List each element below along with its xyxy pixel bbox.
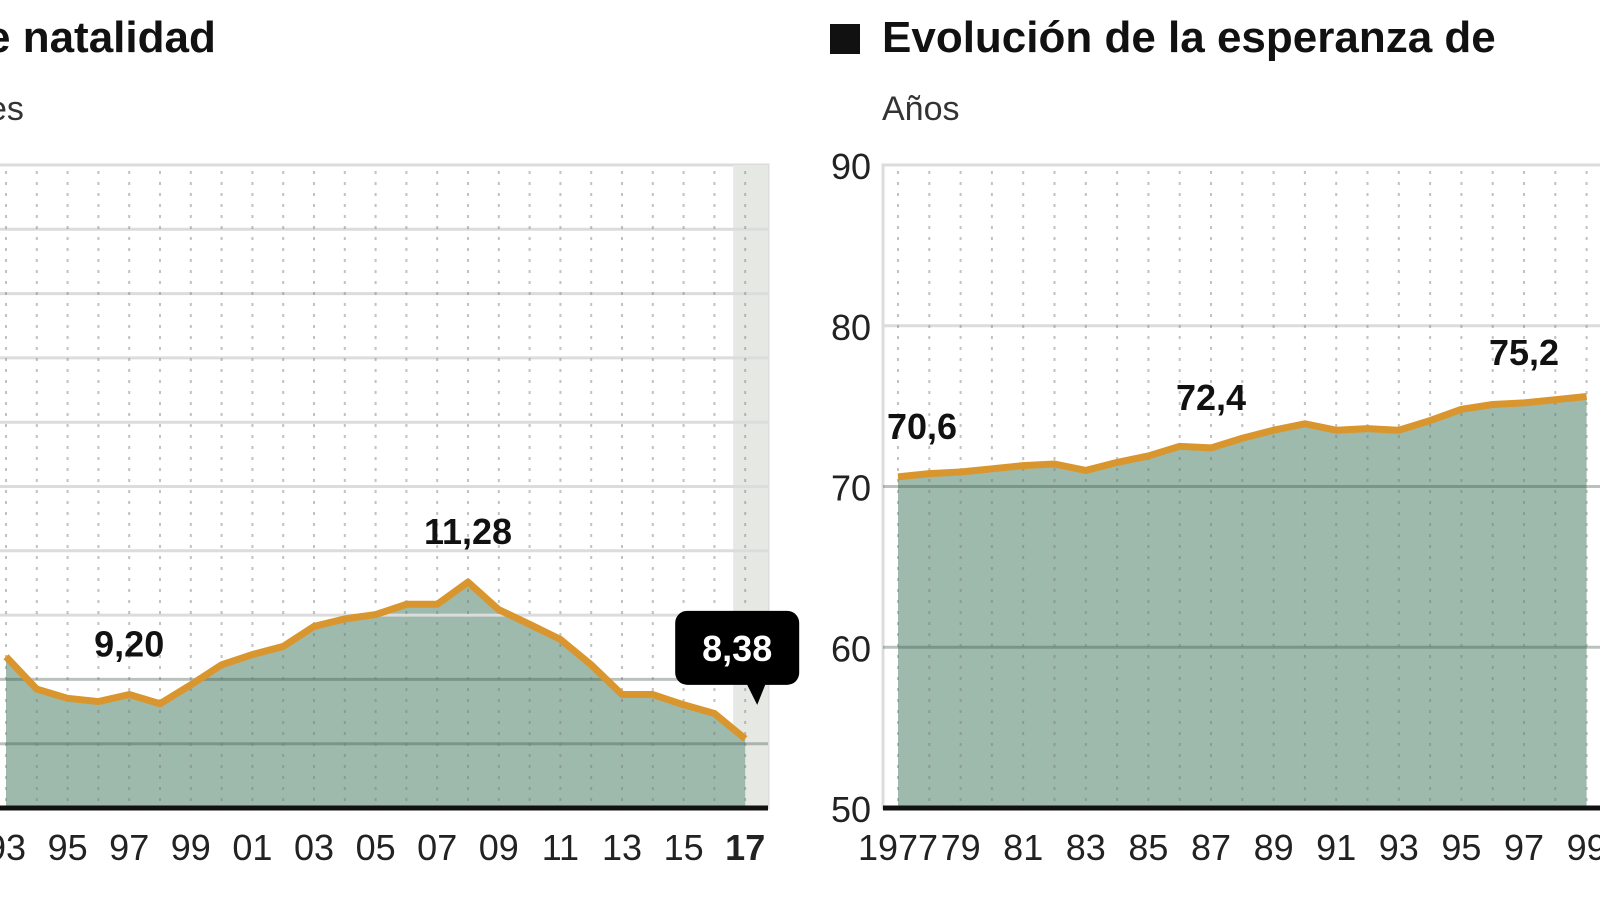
- y-tick-label: 90: [831, 146, 871, 187]
- x-tick-label: 97: [109, 827, 149, 868]
- x-tick-label: 17: [725, 827, 765, 868]
- area-fill: [898, 396, 1587, 808]
- data-label: 11,28: [424, 511, 512, 552]
- right-chart-title: Evolución de la esperanza de: [882, 13, 1496, 62]
- x-tick-label: 13: [602, 827, 642, 868]
- life-expectancy-chart: Evolución de la esperanza de Años 1977 79…: [830, 13, 1600, 868]
- x-tick-label: 95: [1441, 827, 1481, 868]
- x-tick-label: 93: [0, 827, 26, 868]
- x-tick-label: 85: [1128, 827, 1168, 868]
- x-tick-label: 83: [1066, 827, 1106, 868]
- x-tick-label: 79: [941, 827, 981, 868]
- x-tick-label: 87: [1191, 827, 1231, 868]
- x-tick-label: 81: [1003, 827, 1043, 868]
- title-square-icon: [830, 24, 860, 54]
- x-tick-label: 99: [171, 827, 211, 868]
- data-label: 9,20: [94, 624, 164, 665]
- x-tick-label: 05: [356, 827, 396, 868]
- y-tick-label: 70: [831, 468, 871, 509]
- data-label: 8,38: [702, 628, 772, 669]
- x-tick-label: 95: [48, 827, 88, 868]
- right-chart-subtitle: Años: [882, 90, 960, 128]
- x-tick-label: 93: [1379, 827, 1419, 868]
- y-tick-label: 60: [831, 628, 871, 669]
- callout-bubble: [675, 610, 800, 705]
- x-tick-label: 91: [1316, 827, 1356, 868]
- data-label: 70,6: [887, 406, 957, 447]
- y-tick-label: 50: [831, 789, 871, 830]
- x-tick-label: 97: [1504, 827, 1544, 868]
- birth-rate-chart: e natalidad es 93 95 97 99 01 03 05 07 09 11 13 15 1…: [0, 13, 800, 868]
- x-tick-label: 09: [479, 827, 519, 868]
- area-fill: [6, 582, 746, 808]
- x-tick-label: 03: [294, 827, 334, 868]
- y-tick-label: 80: [831, 307, 871, 348]
- x-tick-label: 99: [1567, 827, 1600, 868]
- data-label: 72,4: [1176, 377, 1246, 418]
- left-chart-title: e natalidad: [0, 13, 216, 62]
- data-label: 75,2: [1489, 332, 1559, 373]
- x-tick-label: 11: [542, 827, 579, 868]
- x-tick-label: 15: [664, 827, 704, 868]
- left-chart-subtitle: es: [0, 90, 24, 128]
- x-tick-label: 1977: [858, 827, 938, 868]
- x-tick-label: 89: [1254, 827, 1294, 868]
- x-tick-label: 07: [417, 827, 457, 868]
- x-tick-label: 01: [232, 827, 272, 868]
